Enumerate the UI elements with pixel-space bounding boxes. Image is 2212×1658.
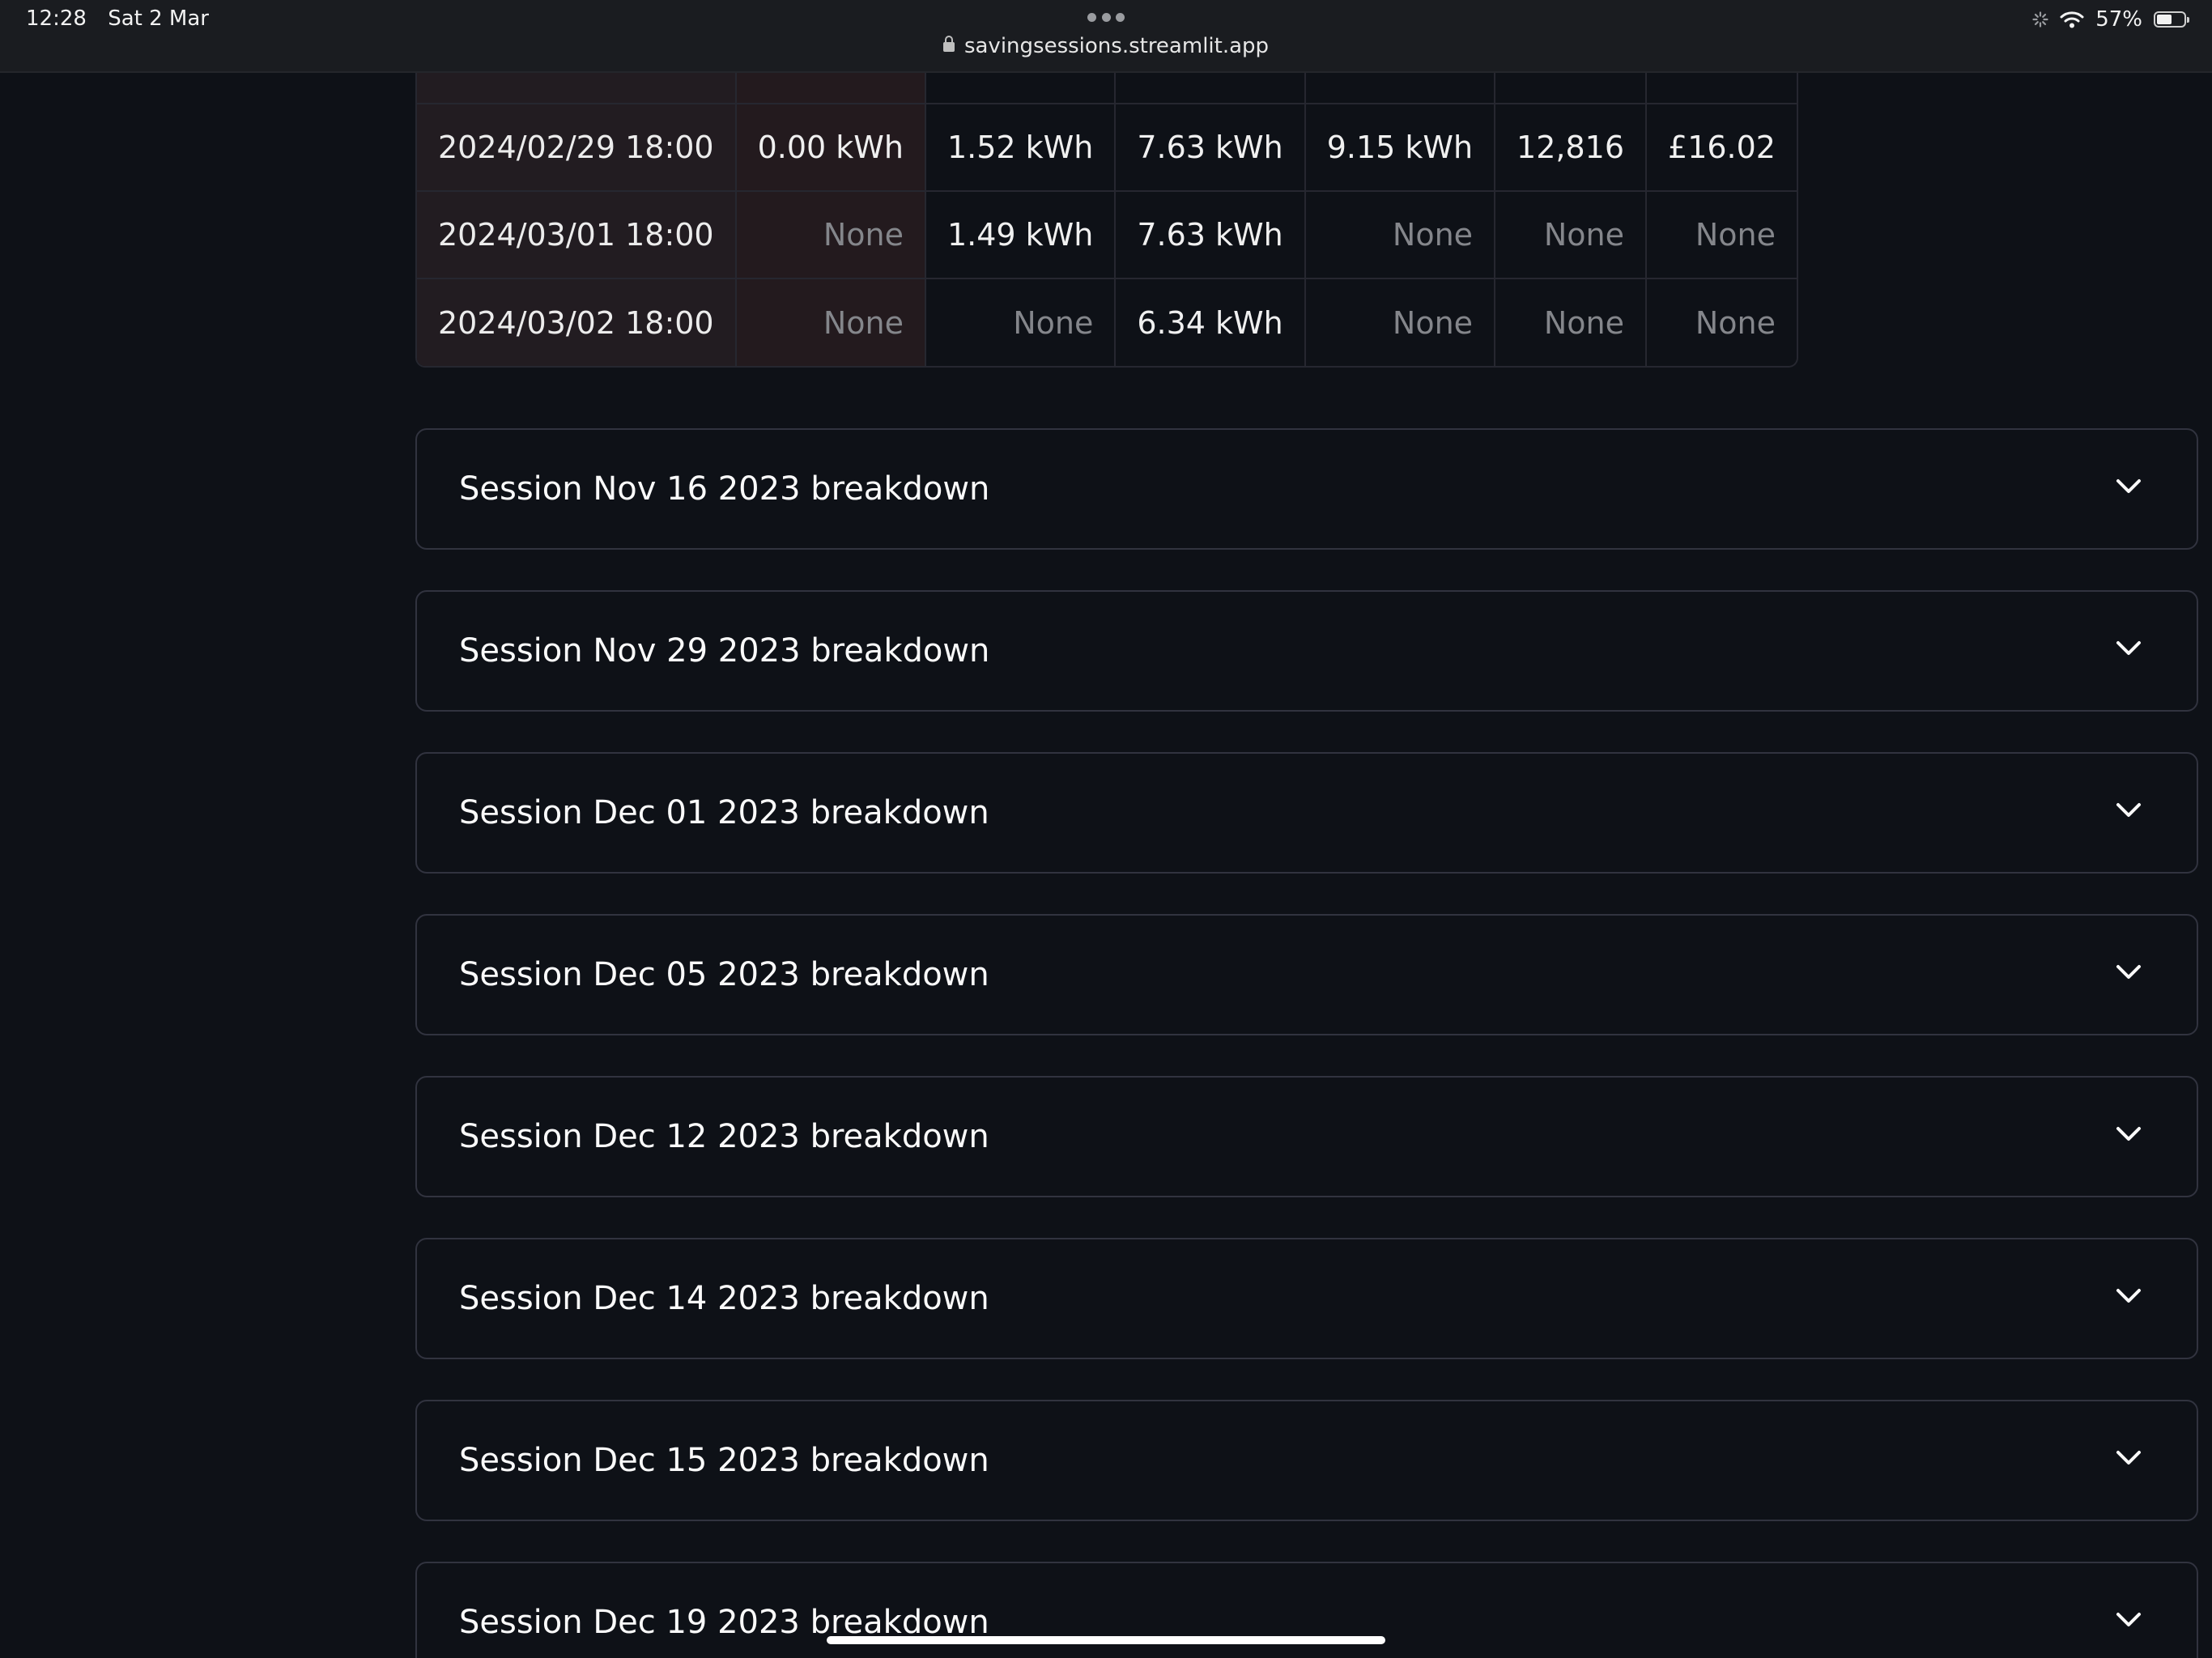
multitask-menu-icon[interactable]	[1087, 13, 1125, 23]
table-cell[interactable]: None	[735, 191, 926, 279]
table-cell[interactable]: None	[1304, 278, 1496, 366]
table-cell[interactable]: None	[1304, 191, 1496, 279]
table-cell[interactable]: 9.15 kWh	[1304, 104, 1496, 192]
chevron-down-icon	[2116, 1613, 2141, 1626]
table-cell[interactable]: £16.02	[1646, 104, 1797, 192]
expander-label: Session Nov 29 2023 breakdown	[459, 632, 990, 670]
expander-label: Session Dec 14 2023 breakdown	[459, 1280, 989, 1317]
expander-label: Session Dec 12 2023 breakdown	[459, 1118, 989, 1155]
activity-spinner-icon	[2032, 11, 2048, 28]
session-breakdown-expander[interactable]: Session Dec 12 2023 breakdown	[415, 1076, 2198, 1197]
chevron-down-icon	[2116, 1127, 2141, 1141]
chevron-down-icon	[2116, 641, 2141, 655]
home-indicator[interactable]	[827, 1636, 1385, 1644]
session-breakdown-expander[interactable]: Session Dec 14 2023 breakdown	[415, 1238, 2198, 1359]
table-cell[interactable]: 12,816	[1495, 104, 1648, 192]
table-cell[interactable]: None	[1695, 304, 1776, 341]
table-cell[interactable]: 7.63 kWh	[1115, 191, 1306, 279]
status-date: Sat 2 Mar	[108, 6, 209, 31]
table-cell[interactable]: None	[1495, 278, 1648, 366]
battery-icon	[2154, 11, 2189, 28]
session-breakdown-expander[interactable]: Session Dec 01 2023 breakdown	[415, 752, 2198, 874]
status-time: 12:28	[26, 6, 87, 31]
expander-label: Session Dec 19 2023 breakdown	[459, 1604, 989, 1641]
table-cell[interactable]: 1.49 kWh	[925, 191, 1117, 279]
table-cell[interactable]: 0.00 kWh	[735, 104, 926, 192]
table-row: 2024/03/02 18:00 None None 6.34 kWh None None…	[417, 278, 1797, 366]
session-breakdown-expander[interactable]: Session Dec 15 2023 breakdown	[415, 1400, 2198, 1521]
session-breakdown-expander[interactable]: Session Dec 05 2023 breakdown	[415, 914, 2198, 1035]
status-indicators: 57%	[2032, 6, 2189, 32]
table-row: 2024/02/29 18:00 0.00 kWh 1.52 kWh 7.63 kWh…	[417, 104, 1797, 192]
session-breakdown-expander[interactable]: Session Dec 19 2023 breakdown	[415, 1562, 2198, 1658]
chevron-down-icon	[2116, 1289, 2141, 1303]
session-breakdown-expander[interactable]: Session Nov 16 2023 breakdown	[415, 428, 2198, 550]
status-time-date: 12:28 Sat 2 Mar	[26, 6, 223, 31]
wifi-icon	[2060, 11, 2084, 28]
expander-label: Session Dec 15 2023 breakdown	[459, 1442, 989, 1479]
address-bar[interactable]: savingsessions.streamlit.app	[0, 34, 2212, 58]
row-index-cell[interactable]: 2024/03/02 18:00	[417, 278, 737, 366]
session-breakdown-expander[interactable]: Session Nov 29 2023 breakdown	[415, 590, 2198, 712]
row-index-cell[interactable]: 2024/03/01 18:00	[417, 191, 737, 279]
status-bar: 12:28 Sat 2 Mar savingsessions.streamlit…	[0, 0, 2212, 73]
row-index-cell[interactable]: 2024/02/29 18:00	[417, 104, 737, 192]
table-cell[interactable]: None	[735, 278, 926, 366]
url-text: savingsessions.streamlit.app	[963, 34, 1270, 58]
expander-label: Session Dec 05 2023 breakdown	[459, 956, 989, 993]
chevron-down-icon	[2116, 479, 2141, 493]
table-cell[interactable]: None	[925, 278, 1117, 366]
table-cell[interactable]: 1.52 kWh	[925, 104, 1117, 192]
lock-icon	[942, 36, 955, 52]
chevron-down-icon	[2116, 803, 2141, 817]
table-cell[interactable]: 6.34 kWh	[1115, 278, 1306, 366]
table-cell[interactable]: None	[1646, 191, 1797, 279]
expander-label: Session Dec 01 2023 breakdown	[459, 794, 989, 831]
table-cell[interactable]: None	[1495, 191, 1648, 279]
chevron-down-icon	[2116, 965, 2141, 979]
table-cell[interactable]: 7.63 kWh	[1115, 104, 1306, 192]
battery-percentage: 57%	[2095, 7, 2142, 32]
table-row: 2024/03/01 18:00 None 1.49 kWh 7.63 kWh None…	[417, 191, 1797, 279]
expander-label: Session Nov 16 2023 breakdown	[459, 470, 990, 508]
chevron-down-icon	[2116, 1451, 2141, 1465]
